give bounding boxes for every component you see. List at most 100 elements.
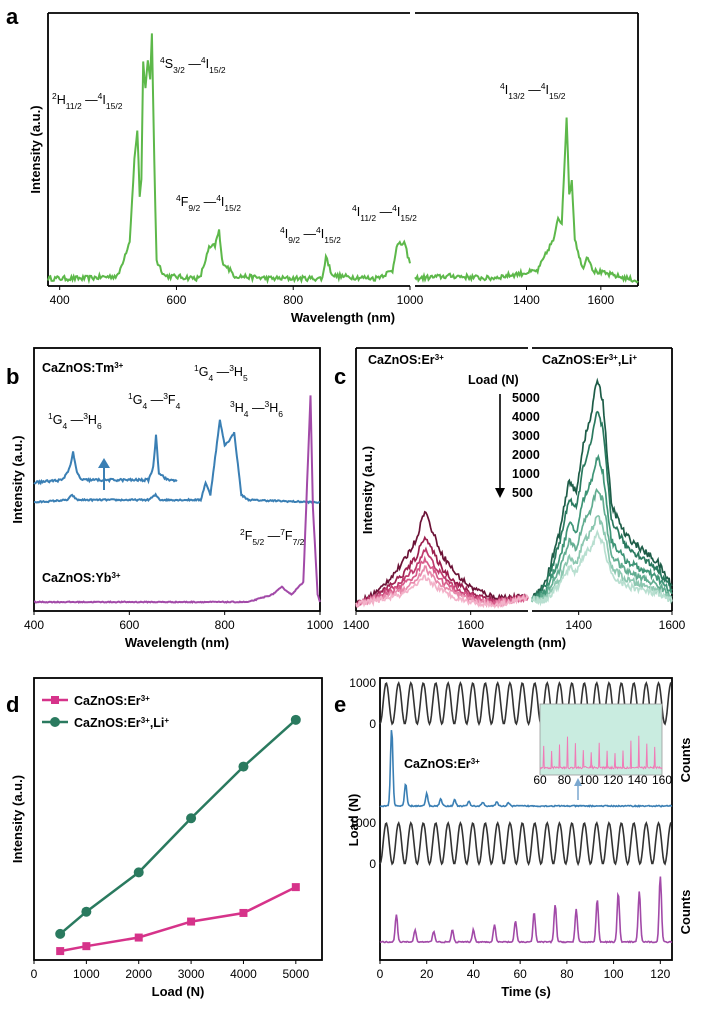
term-part: 4 xyxy=(216,193,221,203)
load-value-c: 5000 xyxy=(512,391,540,405)
peak-label-a-5: 4I11/2 —4I15/2 xyxy=(352,203,417,223)
x-axis-label-b: Wavelength (nm) xyxy=(125,635,229,650)
term-part: 5 xyxy=(243,373,248,383)
term-part: 11/2 xyxy=(66,101,82,111)
y-axis-label-e: Load (N) xyxy=(346,794,361,847)
term-part: I xyxy=(321,227,324,241)
peak-label-b-2: 1G4 —3F4 xyxy=(128,391,181,411)
term-part: 4 xyxy=(392,203,397,213)
x-tick-label-e: 60 xyxy=(513,967,527,981)
x-axis-label-c: Wavelength (nm) xyxy=(462,635,566,650)
x-tick-label-c: 1400 xyxy=(565,618,592,632)
term-part: I xyxy=(357,205,360,219)
frame-d xyxy=(33,677,323,961)
x-tick-label-e: 120 xyxy=(650,967,670,981)
x-tick-label-d: 1000 xyxy=(73,967,100,981)
term-part: H xyxy=(235,401,244,415)
term-part: H xyxy=(269,401,278,415)
term-part: 1 xyxy=(194,363,199,373)
term-part: G xyxy=(133,393,143,407)
y-axis-label-d: Intensity (a.u.) xyxy=(10,775,25,863)
term-part: 4 xyxy=(208,373,213,383)
term-part: 4 xyxy=(541,81,546,91)
label-part: 3+ xyxy=(141,694,150,703)
spectrum-tm-zoom xyxy=(33,434,178,486)
label-part: 3+ xyxy=(435,353,444,362)
line-d-0 xyxy=(59,885,297,953)
term-part: H xyxy=(88,413,97,427)
label-part: 3+ xyxy=(111,571,120,580)
x-tick-label-b: 1000 xyxy=(307,618,334,632)
term-part: 4 xyxy=(316,225,321,235)
counts-trace-purple xyxy=(379,876,673,944)
term-part: — xyxy=(249,401,265,415)
term-part: 9/2 xyxy=(188,203,200,213)
panel-label-a: a xyxy=(6,4,19,29)
term-part: — xyxy=(67,413,83,427)
x-tick-label-d: 0 xyxy=(31,967,38,981)
panel-label-d: d xyxy=(6,692,19,717)
spectrum-c-right-5000 xyxy=(531,377,673,602)
term-part: 15/2 xyxy=(549,91,566,101)
load-wave-bottom xyxy=(379,820,672,867)
legend-text-d-0: CaZnOS:Er3+ xyxy=(74,694,150,709)
term-part: — xyxy=(300,227,316,241)
term-part: — xyxy=(82,93,98,107)
inset-tick-label: 100 xyxy=(579,773,599,787)
peak-label-a-2: 4S3/2 —4I15/2 xyxy=(160,55,226,75)
x-tick-label-a: 600 xyxy=(166,293,186,307)
legend-text-d-1: CaZnOS:Er3+,Li+ xyxy=(74,716,169,731)
marker-d-circle xyxy=(81,906,92,917)
legend-marker-d-0 xyxy=(51,696,59,704)
term-part: 3 xyxy=(229,363,234,373)
term-part: 2 xyxy=(240,527,245,537)
inset-tick-label: 160 xyxy=(652,773,672,787)
marker-d-circle xyxy=(290,714,301,725)
x-axis-label-a: Wavelength (nm) xyxy=(291,310,395,325)
spectrum-tm xyxy=(33,419,321,505)
inset-frame xyxy=(539,703,663,776)
term-part: 4 xyxy=(352,203,357,213)
load-value-c: 2000 xyxy=(512,448,540,462)
term-part: — xyxy=(525,83,541,97)
inset-arrow-head xyxy=(574,778,582,786)
label-part: 3+ xyxy=(609,353,618,362)
term-part: 3/2 xyxy=(173,65,185,75)
peak-label-b-1: 1G4 —3H6 xyxy=(48,411,102,431)
term-part: 15/2 xyxy=(400,213,417,223)
panel-c: c 1400 1600 1400 1600 Wavelength (nm) Intensit… xyxy=(334,347,686,650)
term-part: F xyxy=(168,393,176,407)
counts-label-bottom: Counts xyxy=(678,890,693,935)
x-tick-label-d: 4000 xyxy=(230,967,257,981)
peak-label-b-5: 2F5/2 —7F7/2 xyxy=(240,527,305,547)
x-tick-label-d: 3000 xyxy=(178,967,205,981)
spectrum-c-right-3000 xyxy=(531,453,673,602)
term-part: 4 xyxy=(176,401,181,411)
term-part: I xyxy=(397,205,400,219)
term-part: G xyxy=(53,413,63,427)
term-part: 3 xyxy=(264,399,269,409)
term-part: 6 xyxy=(97,421,102,431)
label-part: CaZnOS:Er xyxy=(368,353,435,367)
zoom-arrow-head xyxy=(98,458,110,468)
load-tick-label-e: 1000 xyxy=(349,676,376,690)
x-tick-label-d: 5000 xyxy=(282,967,309,981)
marker-d-square xyxy=(56,947,65,956)
panel-label-e: e xyxy=(334,692,346,717)
term-part: I xyxy=(102,93,105,107)
counts-trace-er xyxy=(379,730,673,808)
term-part: 4 xyxy=(62,421,67,431)
x-tick-label-c: 1600 xyxy=(659,618,686,632)
term-part: 4 xyxy=(244,409,249,419)
label-part: ,Li xyxy=(150,716,165,730)
label-part: + xyxy=(164,716,169,725)
inset-trace xyxy=(539,735,663,771)
term-part: I xyxy=(505,83,508,97)
marker-d-square xyxy=(291,883,300,892)
x-tick-label-b: 400 xyxy=(24,618,44,632)
x-axis-label-d: Load (N) xyxy=(152,984,205,999)
term-part: 1 xyxy=(128,391,133,401)
spectrum-a-left xyxy=(47,33,411,285)
x-tick-label-c: 1400 xyxy=(343,618,370,632)
spectrum-c-right-4000 xyxy=(531,410,673,602)
